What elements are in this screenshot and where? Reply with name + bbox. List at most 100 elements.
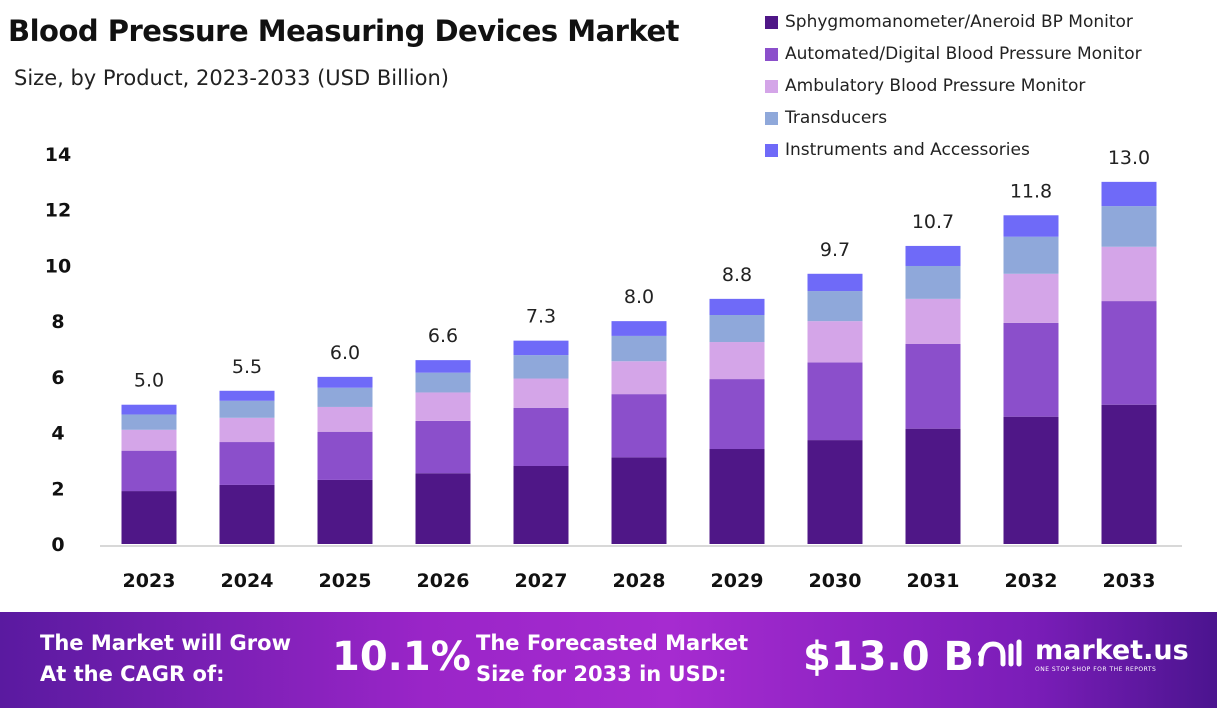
bar-segment-2028-1 bbox=[611, 394, 667, 458]
bar-segment-2028-0 bbox=[611, 457, 667, 544]
bar-segment-2029-1 bbox=[709, 379, 765, 450]
bar-segment-2030-4 bbox=[807, 273, 863, 292]
y-tick-label: 4 bbox=[51, 423, 64, 445]
bar-segment-2030-3 bbox=[807, 291, 863, 322]
bar-segment-2031-4 bbox=[905, 245, 961, 266]
bar-segment-2028-4 bbox=[611, 321, 667, 336]
y-tick-label: 8 bbox=[51, 311, 64, 333]
bar-segment-2024-4 bbox=[219, 390, 275, 401]
bar-segment-2025-1 bbox=[317, 431, 373, 480]
bar-segment-2024-3 bbox=[219, 400, 275, 418]
bar-segment-2024-2 bbox=[219, 417, 275, 443]
total-label: 8.0 bbox=[624, 286, 654, 308]
legend-item: Sphygmomanometer/Aneroid BP Monitor bbox=[765, 6, 1142, 38]
x-tick-label: 2026 bbox=[417, 570, 470, 592]
legend-item: Ambulatory Blood Pressure Monitor bbox=[765, 70, 1142, 102]
bar-segment-2033-0 bbox=[1101, 404, 1157, 544]
bar-segment-2028-3 bbox=[611, 335, 667, 362]
bar-segment-2033-4 bbox=[1101, 181, 1157, 207]
bar-segment-2023-3 bbox=[121, 414, 177, 430]
bar-segment-2025-0 bbox=[317, 479, 373, 544]
legend-label: Automated/Digital Blood Pressure Monitor bbox=[785, 44, 1142, 64]
bar-segment-2026-2 bbox=[415, 392, 471, 421]
cagr-label-line1: The Market will Grow bbox=[40, 631, 291, 655]
bar-segment-2029-2 bbox=[709, 342, 765, 380]
cagr-label-line2: At the CAGR of: bbox=[40, 662, 225, 686]
x-tick-label: 2028 bbox=[613, 570, 666, 592]
bar-segment-2023-0 bbox=[121, 491, 177, 544]
brand-tagline: ONE STOP SHOP FOR THE REPORTS bbox=[1035, 666, 1157, 673]
bar-chart: 0 2 4 6 8 10 12 14 5.0 2023 5.5 2024 6.0 2025 6.6 2026 7… bbox=[45, 144, 1182, 592]
bar-segment-2024-0 bbox=[219, 484, 275, 544]
cagr-value: 10.1% bbox=[332, 634, 471, 680]
legend-item: Automated/Digital Blood Pressure Monitor bbox=[765, 38, 1142, 70]
bar-segment-2023-1 bbox=[121, 450, 177, 492]
legend-swatch bbox=[765, 143, 778, 157]
cagr-label: The Market will Grow At the CAGR of: bbox=[40, 628, 291, 690]
bar-segment-2029-4 bbox=[709, 298, 765, 316]
legend-label: Instruments and Accessories bbox=[785, 140, 1030, 160]
bar-segment-2027-4 bbox=[513, 340, 569, 356]
x-tick-label: 2030 bbox=[809, 570, 862, 592]
bar-segment-2031-3 bbox=[905, 265, 961, 299]
footer-banner: The Market will Grow At the CAGR of: 10.… bbox=[0, 612, 1217, 708]
bar-segment-2025-2 bbox=[317, 406, 373, 432]
legend-label: Ambulatory Blood Pressure Monitor bbox=[785, 76, 1086, 96]
x-tick-label: 2033 bbox=[1103, 570, 1156, 592]
bar-segment-2033-3 bbox=[1101, 206, 1157, 247]
legend: Sphygmomanometer/Aneroid BP Monitor Autom… bbox=[765, 6, 1142, 166]
bar-segment-2026-0 bbox=[415, 473, 471, 544]
bar-segment-2032-0 bbox=[1003, 416, 1059, 544]
forecast-label-line2: Size for 2033 in USD: bbox=[476, 662, 727, 686]
total-label: 5.0 bbox=[134, 370, 164, 392]
bar-segment-2031-2 bbox=[905, 298, 961, 344]
y-tick-label: 12 bbox=[45, 200, 71, 222]
bar-segment-2028-2 bbox=[611, 361, 667, 395]
bar-segment-2023-2 bbox=[121, 429, 177, 451]
x-tick-label: 2029 bbox=[711, 570, 764, 592]
bar-segment-2030-1 bbox=[807, 362, 863, 441]
bar-segment-2024-1 bbox=[219, 442, 275, 485]
bar-segment-2025-3 bbox=[317, 387, 373, 407]
bar-segment-2030-2 bbox=[807, 321, 863, 363]
total-label: 11.8 bbox=[1010, 180, 1052, 202]
total-label: 6.6 bbox=[428, 325, 458, 347]
market-us-logo-icon bbox=[978, 639, 1022, 667]
legend-label: Transducers bbox=[785, 108, 888, 128]
y-tick-label: 6 bbox=[51, 367, 64, 389]
total-label: 13.0 bbox=[1108, 147, 1150, 169]
bar-segment-2026-1 bbox=[415, 420, 471, 474]
bar-segment-2030-0 bbox=[807, 440, 863, 544]
bar-segment-2025-4 bbox=[317, 376, 373, 388]
forecast-label: The Forecasted Market Size for 2033 in U… bbox=[476, 628, 748, 690]
x-tick-label: 2031 bbox=[907, 570, 960, 592]
bar-segment-2023-4 bbox=[121, 404, 177, 415]
bar-segment-2033-2 bbox=[1101, 246, 1157, 302]
bar-segment-2029-3 bbox=[709, 315, 765, 343]
legend-item: Instruments and Accessories bbox=[765, 134, 1142, 166]
legend-item: Transducers bbox=[765, 102, 1142, 134]
bar-segment-2032-1 bbox=[1003, 322, 1059, 417]
legend-label: Sphygmomanometer/Aneroid BP Monitor bbox=[785, 12, 1133, 32]
legend-swatch bbox=[765, 79, 778, 93]
y-tick-label: 14 bbox=[45, 144, 71, 166]
total-label: 7.3 bbox=[526, 306, 556, 328]
x-tick-label: 2027 bbox=[515, 570, 568, 592]
bar-segment-2031-1 bbox=[905, 343, 961, 429]
x-tick-label: 2025 bbox=[319, 570, 372, 592]
bar-segment-2031-0 bbox=[905, 428, 961, 544]
forecast-value: $13.0 B bbox=[803, 634, 974, 680]
total-label: 6.0 bbox=[330, 342, 360, 364]
chart-title: Blood Pressure Measuring Devices Market bbox=[8, 14, 680, 48]
x-tick-label: 2024 bbox=[221, 570, 274, 592]
legend-swatch bbox=[765, 15, 778, 29]
bar-segment-2027-0 bbox=[513, 466, 569, 544]
legend-swatch bbox=[765, 47, 778, 61]
y-tick-label: 2 bbox=[51, 478, 64, 500]
total-label: 8.8 bbox=[722, 264, 752, 286]
bar-segment-2027-3 bbox=[513, 355, 569, 379]
total-label: 9.7 bbox=[820, 239, 850, 261]
bar-segment-2026-3 bbox=[415, 372, 471, 393]
forecast-label-line1: The Forecasted Market bbox=[476, 631, 749, 655]
